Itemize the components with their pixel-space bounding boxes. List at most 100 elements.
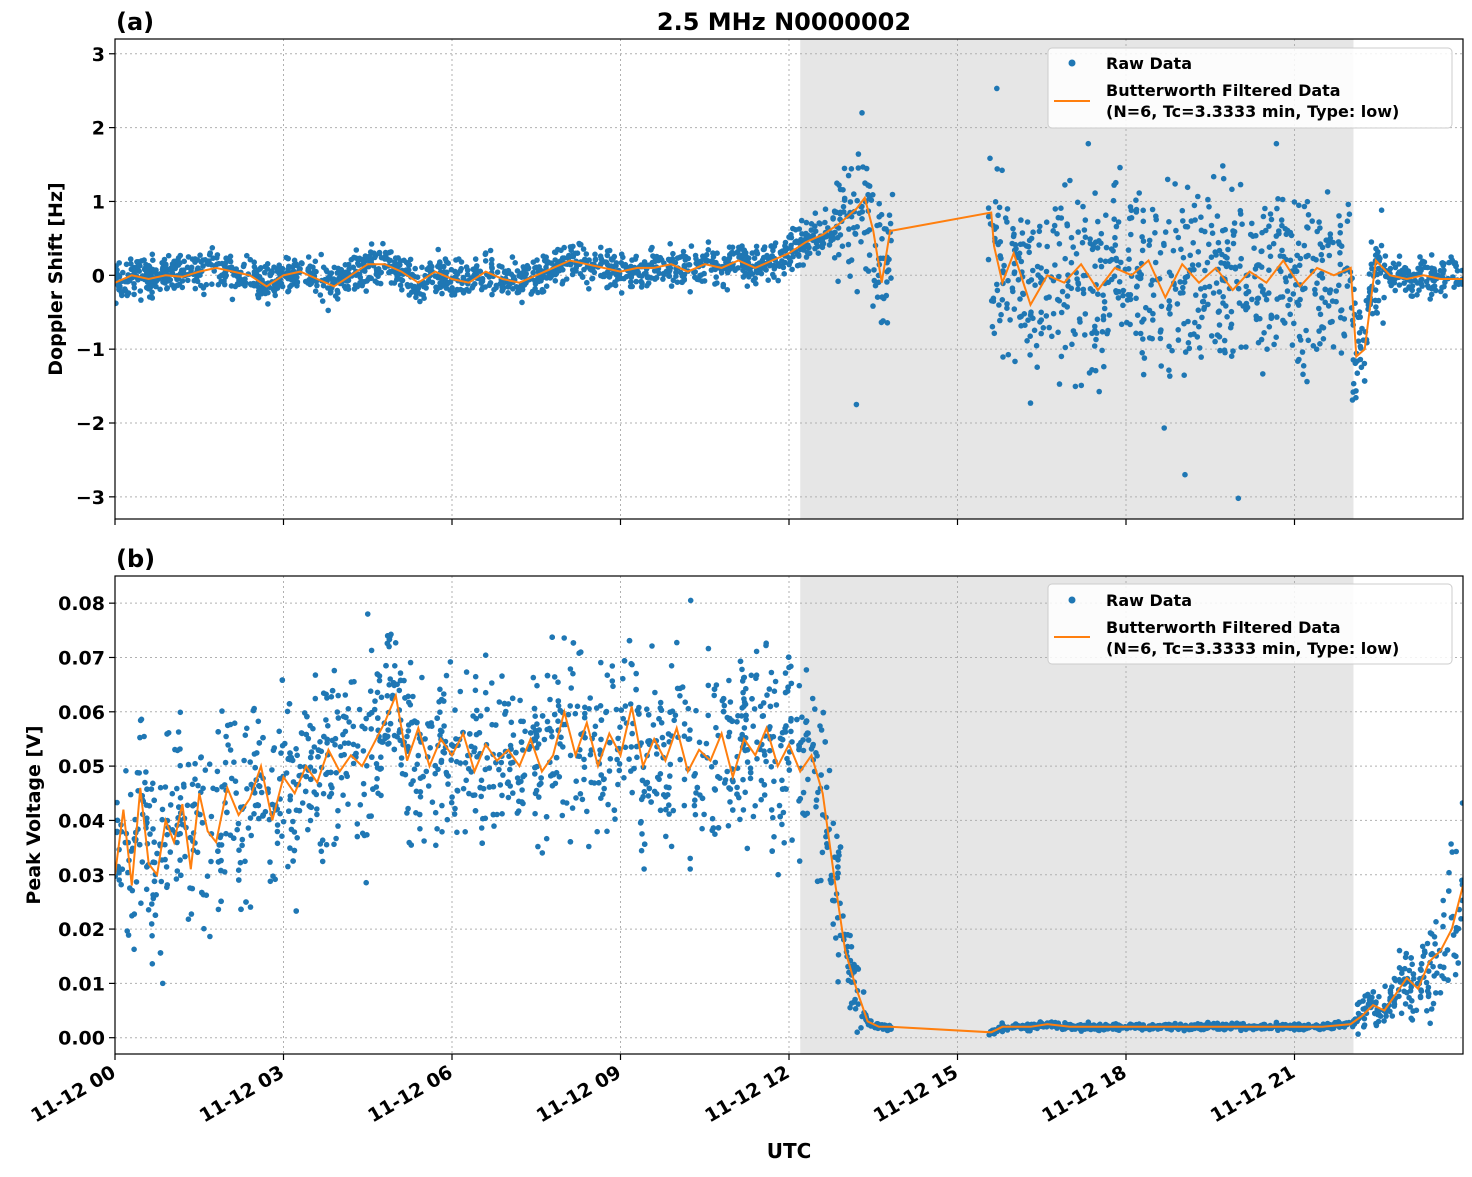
- raw-data-point: [530, 724, 536, 730]
- raw-data-point: [830, 215, 836, 221]
- raw-data-point: [496, 766, 502, 773]
- raw-data-point: [510, 732, 517, 738]
- raw-data-point: [764, 692, 770, 698]
- raw-data-point: [681, 277, 688, 283]
- raw-data-point: [1406, 967, 1413, 974]
- raw-data-point: [751, 255, 758, 261]
- raw-data-point: [1062, 344, 1069, 351]
- raw-data-point: [1120, 287, 1127, 294]
- raw-data-point: [408, 282, 414, 289]
- raw-data-point: [880, 318, 886, 324]
- raw-data-point: [580, 246, 587, 252]
- raw-data-point: [1458, 916, 1463, 922]
- raw-data-point: [1416, 287, 1422, 294]
- raw-data-point: [824, 844, 831, 851]
- raw-data-point: [771, 243, 778, 250]
- raw-data-point: [1100, 316, 1107, 323]
- raw-data-point: [768, 669, 775, 676]
- raw-data-point: [1038, 265, 1044, 271]
- raw-data-point: [534, 721, 540, 727]
- raw-data-point: [721, 702, 728, 709]
- raw-data-point: [1162, 229, 1169, 235]
- raw-data-point: [399, 770, 406, 777]
- raw-data-point: [227, 253, 234, 260]
- raw-data-point: [1158, 363, 1164, 369]
- raw-data-point: [567, 752, 574, 759]
- raw-data-point: [443, 258, 450, 265]
- raw-data-point: [645, 793, 652, 799]
- raw-data-point: [159, 806, 166, 813]
- raw-data-point: [119, 866, 126, 872]
- raw-data-point: [125, 290, 132, 296]
- raw-data-point: [656, 776, 662, 783]
- raw-data-point: [652, 254, 658, 261]
- chart-title: 2.5 MHz N0000002: [657, 8, 911, 36]
- raw-data-point: [621, 658, 628, 664]
- raw-data-point: [482, 652, 489, 658]
- raw-data-point: [652, 689, 658, 696]
- raw-data-point: [1427, 1020, 1433, 1027]
- y-tick-label: 0.07: [58, 647, 105, 669]
- raw-data-point: [742, 789, 748, 796]
- raw-data-point: [177, 746, 183, 752]
- raw-data-point: [134, 769, 141, 776]
- raw-data-point: [303, 731, 310, 738]
- raw-data-point: [1260, 286, 1266, 293]
- raw-data-point: [674, 685, 681, 692]
- raw-data-point: [185, 916, 192, 922]
- raw-data-point: [522, 728, 528, 735]
- raw-data-point: [437, 264, 443, 271]
- raw-data-point: [1193, 292, 1199, 298]
- raw-data-point: [337, 744, 344, 750]
- raw-data-point: [557, 741, 563, 747]
- raw-data-point: [131, 285, 138, 291]
- raw-data-point: [620, 675, 626, 682]
- raw-data-point: [328, 782, 334, 788]
- raw-data-point: [845, 241, 852, 248]
- raw-data-point: [626, 637, 633, 644]
- raw-data-point: [343, 714, 349, 721]
- raw-data-point: [863, 266, 869, 272]
- raw-data-point: [769, 848, 775, 854]
- raw-data-point: [628, 744, 635, 750]
- raw-data-point: [705, 247, 712, 253]
- raw-data-point: [1392, 287, 1398, 294]
- raw-data-point: [255, 267, 262, 273]
- raw-data-point: [878, 211, 885, 218]
- raw-data-point: [1068, 259, 1075, 266]
- raw-data-point: [308, 804, 315, 811]
- raw-data-point: [187, 834, 193, 841]
- raw-data-point: [513, 749, 519, 756]
- raw-data-point: [443, 672, 450, 679]
- raw-data-point: [1115, 219, 1122, 225]
- raw-data-point: [1428, 291, 1435, 298]
- raw-data-point: [1396, 282, 1403, 288]
- raw-data-point: [1140, 238, 1147, 244]
- raw-data-point: [210, 255, 216, 261]
- raw-data-point: [423, 768, 430, 775]
- raw-data-point: [454, 788, 461, 794]
- legend: Raw Data Butterworth Filtered Data (N=6,…: [1047, 47, 1453, 129]
- raw-data-point: [992, 199, 999, 205]
- raw-data-point: [592, 723, 599, 730]
- raw-data-point: [666, 273, 672, 279]
- raw-data-point: [770, 247, 776, 254]
- raw-data-point: [1213, 252, 1219, 258]
- raw-data-point: [1266, 324, 1273, 330]
- raw-data-point: [239, 836, 246, 843]
- raw-data-point: [998, 311, 1004, 318]
- raw-data-point: [1202, 228, 1208, 235]
- raw-data-point: [1140, 371, 1147, 378]
- raw-data-point: [499, 288, 505, 294]
- raw-data-point: [649, 643, 655, 649]
- raw-data-point: [460, 785, 467, 792]
- raw-data-point: [1040, 325, 1047, 331]
- raw-data-point: [335, 265, 342, 272]
- raw-data-point: [131, 281, 137, 287]
- raw-data-point: [644, 706, 650, 712]
- raw-data-point: [1238, 255, 1244, 262]
- raw-data-point: [1182, 471, 1188, 478]
- raw-data-point: [203, 892, 210, 898]
- raw-data-point: [1056, 381, 1063, 387]
- raw-data-point: [651, 275, 658, 282]
